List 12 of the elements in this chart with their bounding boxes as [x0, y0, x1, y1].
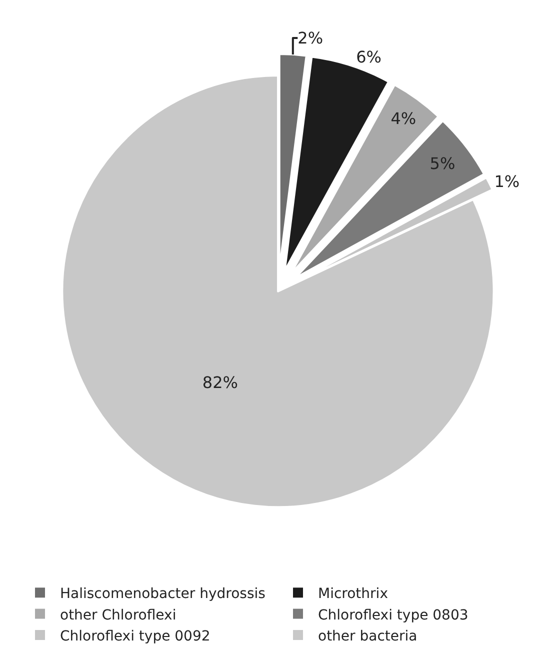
data-label: 1% — [494, 172, 520, 192]
legend-label: Chloroflexi type 0092 — [60, 628, 210, 644]
legend-label: Microthrix — [318, 586, 388, 602]
data-label: 5% — [430, 154, 456, 174]
data-label: 82% — [202, 372, 238, 392]
data-label: 2% — [298, 28, 324, 48]
data-label: 6% — [356, 47, 382, 66]
legend-label: other bacteria — [318, 628, 418, 644]
legend-label: Chloroflexi type 0803 — [318, 607, 468, 624]
legend-label: other Chloroflexi — [60, 607, 176, 624]
legend-label: Haliscomenobacter hydrossis — [60, 586, 266, 602]
data-label: 4% — [390, 109, 416, 128]
